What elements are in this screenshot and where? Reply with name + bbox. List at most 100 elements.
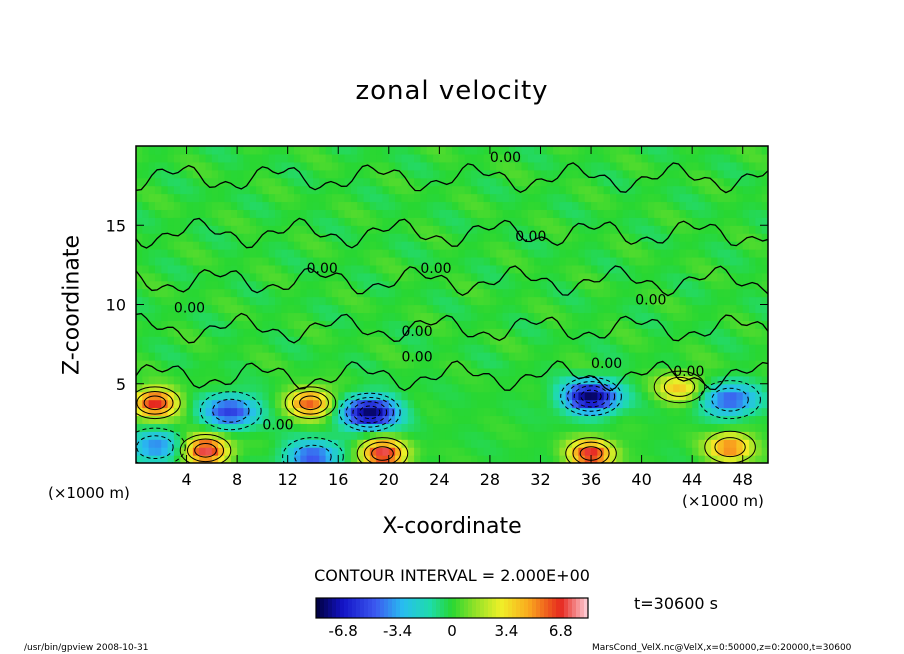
field-cell: [388, 153, 396, 163]
field-cell: [281, 352, 289, 361]
field-cell: [173, 288, 181, 298]
field-cell: [401, 359, 409, 369]
field-cell: [464, 280, 472, 290]
field-cell: [692, 209, 700, 218]
field-cell: [312, 367, 320, 377]
field-cell: [679, 455, 687, 463]
field-cell: [154, 304, 162, 314]
field-cell: [755, 367, 763, 377]
field-cell: [736, 169, 744, 179]
field-cell: [407, 249, 415, 258]
field-cell: [704, 415, 712, 424]
field-cell: [275, 225, 282, 234]
field-cell: [534, 407, 542, 417]
field-cell: [420, 280, 428, 290]
field-cell: [749, 233, 756, 242]
field-cell: [262, 328, 270, 337]
field-cell: [350, 383, 358, 393]
field-cell: [382, 201, 390, 210]
field-cell: [742, 447, 750, 456]
field-cell: [319, 177, 327, 187]
field-cell: [685, 455, 693, 463]
field-cell: [224, 312, 232, 321]
time-label: t=30600 s: [634, 594, 718, 613]
field-cell: [641, 264, 649, 274]
x-tick-label: 12: [278, 470, 298, 489]
field-cell: [136, 304, 143, 314]
field-cell: [483, 312, 491, 321]
field-cell: [224, 288, 232, 298]
field-cell: [230, 312, 238, 321]
field-cell: [470, 367, 478, 377]
field-cell: [294, 399, 301, 409]
field-cell: [388, 209, 396, 218]
field-cell: [711, 447, 719, 456]
field-cell: [546, 153, 554, 163]
field-cell: [338, 296, 346, 306]
field-cell: [654, 264, 662, 274]
field-cell: [243, 225, 251, 234]
field-cell: [635, 146, 643, 155]
field-cell: [433, 391, 440, 401]
field-cell: [426, 367, 434, 377]
field-cell: [742, 352, 750, 361]
field-cell: [723, 352, 731, 361]
field-cell: [205, 272, 213, 282]
field-cell: [685, 423, 693, 432]
field-cell: [357, 201, 365, 210]
field-cell: [641, 391, 649, 401]
field-cell: [610, 153, 617, 163]
field-cell: [445, 193, 453, 203]
field-cell: [344, 296, 352, 306]
field-cell: [154, 320, 162, 329]
field-cell: [704, 344, 712, 353]
field-cell: [275, 185, 282, 195]
field-cell: [433, 320, 440, 329]
contour-line: [699, 380, 761, 420]
field-cell: [136, 225, 143, 234]
field-cell: [679, 264, 687, 274]
field-cell: [717, 336, 725, 345]
field-cell: [527, 288, 535, 298]
field-cell: [300, 304, 308, 314]
field-cell: [616, 328, 624, 337]
field-cell: [306, 153, 314, 163]
field-cell: [401, 249, 409, 258]
field-cell: [369, 249, 377, 258]
field-cell: [761, 272, 768, 282]
field-cell: [376, 423, 384, 432]
field-cell: [641, 312, 649, 321]
field-cell: [742, 146, 750, 155]
field-cell: [742, 359, 750, 369]
field-cell: [647, 193, 655, 203]
field-cell: [211, 280, 219, 290]
field-cell: [610, 201, 617, 210]
field-cell: [363, 185, 371, 195]
field-cell: [173, 439, 181, 448]
field-cell: [363, 272, 371, 282]
field-cell: [679, 344, 687, 353]
field-cell: [559, 185, 567, 195]
field-cell: [502, 225, 510, 234]
field-cell: [395, 383, 403, 393]
field-cell: [508, 288, 516, 298]
field-cell: [597, 272, 605, 282]
field-cell: [489, 161, 497, 171]
field-cell: [186, 177, 194, 187]
field-cell: [698, 280, 706, 290]
field-cell: [306, 288, 314, 298]
colorbar-segment: [520, 598, 525, 618]
field-cell: [294, 447, 301, 456]
colorbar-segment: [584, 598, 589, 618]
field-cell: [622, 352, 630, 361]
field-cell: [142, 264, 150, 274]
field-cell: [641, 280, 649, 290]
field-cell: [679, 320, 687, 329]
field-cell: [610, 177, 617, 187]
field-cell: [666, 312, 674, 321]
field-cell: [211, 447, 219, 456]
field-cell: [154, 328, 162, 337]
field-cell: [439, 288, 447, 298]
field-cell: [515, 455, 523, 463]
field-cell: [654, 256, 662, 266]
